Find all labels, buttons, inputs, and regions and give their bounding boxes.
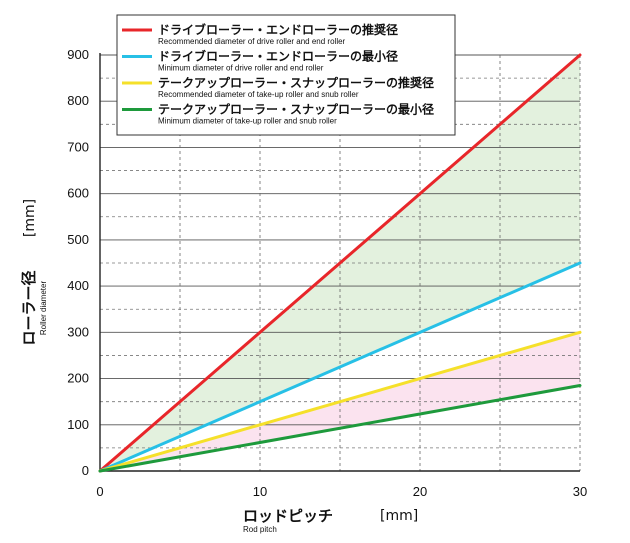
x-axis-unit: [mm] <box>380 508 418 524</box>
legend-label-en-4: Minimum diameter of take-up roller and s… <box>158 117 337 126</box>
series-line-2 <box>98 261 582 473</box>
grid <box>100 54 581 471</box>
y-axis-title: ローラー径 <box>20 270 38 345</box>
legend-label-1: ドライブローラー・エンドローラーの推奨径 <box>158 22 398 37</box>
y-tick-label: 800 <box>67 93 89 108</box>
legend-label-en-2: Minimum diameter of drive roller and end… <box>158 64 324 73</box>
legend-label-2: ドライブローラー・エンドローラーの最小径 <box>158 49 398 64</box>
y-tick-label: 100 <box>67 417 89 432</box>
y-axis-title-en: Roller diameter <box>39 281 48 336</box>
y-tick-label: 500 <box>67 232 89 247</box>
legend-label-4: テークアップローラー・スナップローラーの最小径 <box>158 102 434 117</box>
tick-labels: 0 100 200 300 400 500 600 700 800 900 0 10 20 30 <box>67 47 587 499</box>
x-tick-label: 30 <box>573 484 587 499</box>
y-tick-label: 900 <box>67 47 89 62</box>
legend-label-3: テークアップローラー・スナップローラーの推奨径 <box>158 75 434 90</box>
legend-label-en-3: Recommended diameter of take-up roller a… <box>158 90 359 99</box>
y-tick-label: 600 <box>67 186 89 201</box>
axes <box>99 53 580 472</box>
y-tick-label: 0 <box>82 463 89 478</box>
x-tick-label: 10 <box>253 484 267 499</box>
y-tick-label: 300 <box>67 324 89 339</box>
series-line-3 <box>98 330 582 473</box>
legend-box <box>116 14 456 136</box>
y-axis-label: [mm] ローラー径 Roller diameter <box>20 199 48 346</box>
x-tick-label: 20 <box>413 484 427 499</box>
x-tick-label: 0 <box>96 484 103 499</box>
y-tick-label: 200 <box>67 371 89 386</box>
x-axis-title: ロッドピッチ <box>243 507 333 525</box>
series-line-4 <box>98 383 582 473</box>
y-tick-label: 700 <box>67 139 89 154</box>
legend-label-en-1: Recommended diameter of drive roller and… <box>158 37 346 46</box>
y-axis-unit: [mm] <box>22 199 38 237</box>
y-tick-label: 400 <box>67 278 89 293</box>
x-axis-title-en: Rod pitch <box>243 525 277 534</box>
series-lines <box>98 53 582 473</box>
series-line-1 <box>98 53 582 473</box>
